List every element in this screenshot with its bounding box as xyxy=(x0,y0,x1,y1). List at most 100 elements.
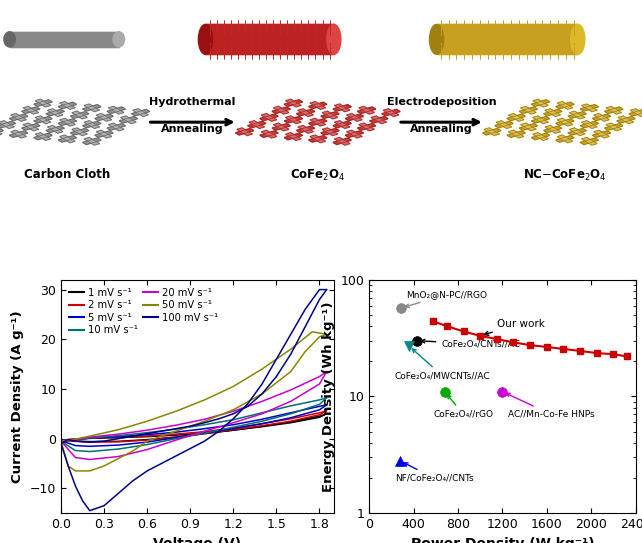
Polygon shape xyxy=(347,130,362,138)
Polygon shape xyxy=(35,99,51,107)
X-axis label: Voltage (V): Voltage (V) xyxy=(153,536,241,543)
Polygon shape xyxy=(272,107,290,113)
Bar xyxy=(10,41,119,43)
Polygon shape xyxy=(569,128,585,136)
Bar xyxy=(437,50,578,54)
Polygon shape xyxy=(568,112,586,118)
Polygon shape xyxy=(580,105,598,111)
Text: Hydrothermal: Hydrothermal xyxy=(150,97,236,107)
Polygon shape xyxy=(72,128,87,136)
Polygon shape xyxy=(556,119,574,125)
Polygon shape xyxy=(358,124,376,130)
Polygon shape xyxy=(556,136,574,142)
Polygon shape xyxy=(359,106,374,114)
Polygon shape xyxy=(261,113,277,121)
Polygon shape xyxy=(260,114,278,121)
Polygon shape xyxy=(568,129,586,135)
Polygon shape xyxy=(34,117,52,123)
Text: Carbon Cloth: Carbon Cloth xyxy=(24,168,110,181)
Polygon shape xyxy=(322,111,338,119)
Y-axis label: Energy Density (Wh kg⁻¹): Energy Density (Wh kg⁻¹) xyxy=(322,301,335,491)
Bar xyxy=(10,31,119,47)
Polygon shape xyxy=(532,117,550,123)
Polygon shape xyxy=(496,121,512,129)
Polygon shape xyxy=(22,124,40,130)
Polygon shape xyxy=(84,104,100,112)
Polygon shape xyxy=(107,124,125,130)
Polygon shape xyxy=(593,114,611,121)
Polygon shape xyxy=(10,114,28,121)
Bar xyxy=(437,43,578,47)
Polygon shape xyxy=(133,109,148,117)
Polygon shape xyxy=(0,129,3,135)
Text: MnO₂@N-PC//RGO: MnO₂@N-PC//RGO xyxy=(406,290,487,307)
Polygon shape xyxy=(83,105,101,111)
Text: Annealing: Annealing xyxy=(410,123,473,134)
Polygon shape xyxy=(58,102,76,109)
Polygon shape xyxy=(358,107,376,113)
Polygon shape xyxy=(95,114,113,121)
Bar xyxy=(437,24,578,54)
Polygon shape xyxy=(284,100,302,106)
Polygon shape xyxy=(334,121,350,129)
Polygon shape xyxy=(593,131,611,137)
Bar xyxy=(437,36,578,39)
Bar xyxy=(10,34,119,35)
Polygon shape xyxy=(273,106,289,114)
Polygon shape xyxy=(370,117,388,123)
Polygon shape xyxy=(345,114,363,121)
Polygon shape xyxy=(544,126,562,132)
Bar xyxy=(10,43,119,45)
Bar xyxy=(205,47,334,50)
Polygon shape xyxy=(533,99,548,107)
Polygon shape xyxy=(580,138,598,144)
Polygon shape xyxy=(58,136,76,142)
Polygon shape xyxy=(629,109,642,116)
Polygon shape xyxy=(333,138,351,144)
Polygon shape xyxy=(544,109,562,116)
Polygon shape xyxy=(495,121,513,128)
Polygon shape xyxy=(569,111,585,119)
Polygon shape xyxy=(132,109,150,116)
Polygon shape xyxy=(309,136,327,142)
Text: Electrodeposition: Electrodeposition xyxy=(387,97,496,107)
Bar xyxy=(205,32,334,36)
Polygon shape xyxy=(273,123,289,131)
Polygon shape xyxy=(310,102,325,109)
Polygon shape xyxy=(310,118,325,126)
Polygon shape xyxy=(34,100,52,106)
Polygon shape xyxy=(96,130,112,138)
Polygon shape xyxy=(617,117,635,123)
Polygon shape xyxy=(284,117,302,123)
Text: CoFe$_2$O$_4$: CoFe$_2$O$_4$ xyxy=(290,168,345,184)
Polygon shape xyxy=(310,135,325,143)
Polygon shape xyxy=(48,109,63,117)
Polygon shape xyxy=(606,106,621,114)
Polygon shape xyxy=(71,112,89,118)
Polygon shape xyxy=(545,125,560,133)
Polygon shape xyxy=(371,116,386,124)
Polygon shape xyxy=(35,132,51,141)
Bar xyxy=(437,32,578,36)
Text: NC$-$CoFe$_2$O$_4$: NC$-$CoFe$_2$O$_4$ xyxy=(523,168,607,184)
Bar xyxy=(205,24,334,28)
Text: Annealing: Annealing xyxy=(161,123,224,134)
Polygon shape xyxy=(582,137,597,145)
Polygon shape xyxy=(532,133,550,140)
Y-axis label: Current Density (A g⁻¹): Current Density (A g⁻¹) xyxy=(11,310,24,483)
Polygon shape xyxy=(261,130,277,138)
Polygon shape xyxy=(84,121,100,129)
Bar xyxy=(205,24,334,54)
Polygon shape xyxy=(298,125,313,133)
Polygon shape xyxy=(309,102,327,109)
Polygon shape xyxy=(286,132,301,141)
Polygon shape xyxy=(11,130,26,138)
Polygon shape xyxy=(484,128,499,136)
Polygon shape xyxy=(606,123,621,131)
Polygon shape xyxy=(60,102,75,109)
Polygon shape xyxy=(35,116,51,124)
Polygon shape xyxy=(519,124,537,130)
Polygon shape xyxy=(249,121,265,129)
Polygon shape xyxy=(533,132,548,141)
Text: CoFe₂O₄/MWCNTs//AC: CoFe₂O₄/MWCNTs//AC xyxy=(395,349,490,380)
